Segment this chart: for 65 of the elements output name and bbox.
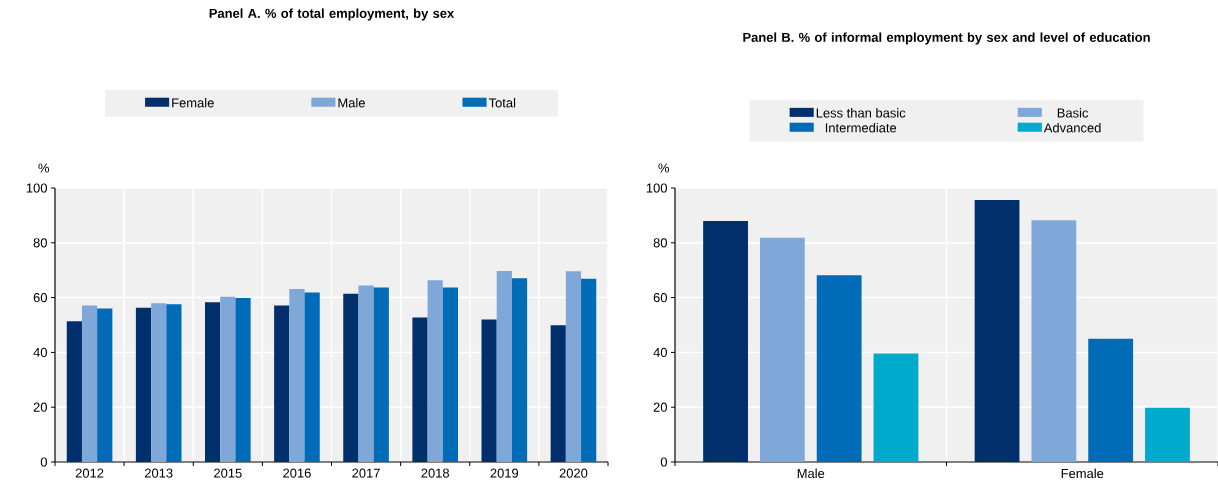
bar [974,200,1020,463]
bar [151,303,167,463]
bar [97,308,113,463]
legend-label: Total [488,97,516,108]
bar [481,319,497,463]
x-tick-label: 2013 [144,468,173,478]
bar [703,220,748,463]
bar [274,305,290,463]
bar [816,275,862,463]
bar [511,278,528,463]
bar [873,353,919,463]
y-tick-label: 80 [653,238,667,248]
bar [166,304,182,463]
x-tick-label: 2019 [490,468,519,478]
bar [304,292,320,463]
x-tick-label: 2016 [283,468,311,478]
bar [565,271,582,463]
x-tick-label: 2017 [352,468,380,478]
bar [81,305,98,463]
bar [343,293,359,463]
y-tick-label: 100 [646,183,667,193]
bar [759,237,805,463]
bar [135,307,152,463]
bar [427,280,443,463]
legend-label: Female [172,97,214,108]
x-tick-label: Female [1061,468,1104,479]
bar [1088,338,1134,463]
chart-title: Panel B. % of informal employment by sex and level of education [743,32,1150,45]
x-tick-label: 2020 [559,468,588,478]
legend-label: Intermediate [825,122,897,133]
bar [205,302,221,463]
bar [235,297,251,463]
y-tick-label: 20 [33,402,47,412]
x-tick-label: 2012 [75,468,104,478]
y-tick-label: 40 [653,347,667,357]
legend-label: Less than basic [816,108,906,118]
y-tick-label: 60 [653,293,667,303]
bar [496,271,512,463]
bar [358,285,374,463]
y-tick-label: 20 [653,402,667,412]
bar [289,289,305,463]
bar [1031,220,1077,463]
x-tick-label: Male [797,468,825,479]
bar [412,317,428,463]
bar [1145,407,1190,463]
y-tick-label: 80 [33,238,47,248]
x-tick-label: 2015 [214,468,242,478]
y-tick-label: 60 [33,293,47,303]
bar [66,321,82,463]
x-tick-label: 2018 [421,468,450,478]
bar [220,296,236,463]
legend-label: Basic [1057,108,1089,118]
chart-title: Panel A. % of total employment, by sex [209,8,455,21]
y-axis-title: % [658,163,670,173]
bar [581,278,597,463]
legend-label: Male [338,97,365,108]
y-axis-title: % [38,163,50,173]
y-tick-label: 40 [33,347,47,357]
bar [442,287,458,463]
y-tick-label: 100 [26,183,47,193]
y-tick-label: 0 [660,457,667,467]
legend-label: Advanced [1043,122,1101,133]
bar [373,287,389,463]
y-tick-label: 0 [40,457,47,467]
bar [550,325,566,463]
